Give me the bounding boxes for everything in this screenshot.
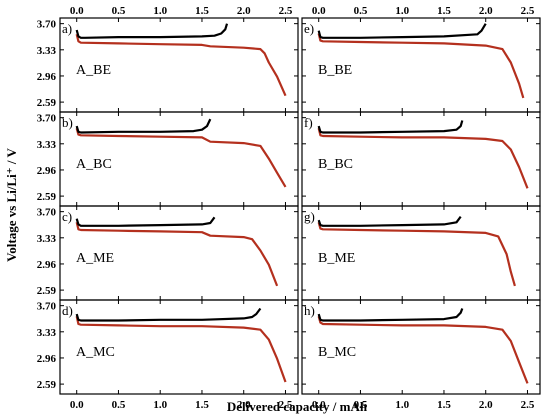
x-tick-label: 2.0 [237,399,251,411]
y-tick-label: 3.33 [37,233,57,245]
x-tick-label-top: 2.5 [279,5,293,17]
discharge-curve [75,222,279,287]
y-tick-label: 2.59 [37,285,57,297]
discharge-curve [317,33,525,99]
charge-curve [75,216,216,227]
y-tick-label: 3.33 [37,327,57,339]
x-tick-label: 2.0 [479,399,493,411]
y-tick-label: 3.70 [37,19,57,31]
panel-name: B_BE [318,63,352,78]
panel-B_BE: 0.0 0.5 1.0 1.5 2.0 2.5 e) B_BE [301,5,541,113]
panel-A_BE: 0.0 0.5 1.0 1.5 2.0 2.5 2.59 2.96 3.33 3.70 a) A_BE [37,5,299,113]
panel-B_BC: f) B_BC [301,111,541,207]
charge-curve [317,215,462,227]
charge-curve [75,307,262,322]
y-tick-label: 3.70 [37,207,57,219]
y-tick-label: 2.96 [37,259,57,271]
x-tick-label-top: 1.0 [395,5,409,17]
x-tick-label-top: 2.5 [521,5,535,17]
x-tick-label-top: 0.0 [70,5,84,17]
x-tick-label: 2.5 [279,399,293,411]
x-tick-label: 0.5 [354,399,368,411]
panel-letter: d) [62,303,73,318]
y-axis-title: Voltage vs Li/Li⁺ / V [4,148,19,262]
x-tick-label-top: 1.5 [195,5,209,17]
y-tick-label: 2.59 [37,379,57,391]
discharge-curve [317,128,529,189]
x-tick-label-top: 2.0 [479,5,493,17]
discharge-curve [317,222,516,287]
panel-letter: b) [62,115,73,130]
panel-frame [59,299,299,395]
panel-grid: 0.0 0.5 1.0 1.5 2.0 2.5 2.59 2.96 3.33 3.70 a) A_BE… [37,5,541,411]
panel-frame [301,299,541,395]
x-tick-label-top: 0.5 [354,5,368,17]
panel-name: A_BC [76,157,112,172]
x-tick-label: 0.5 [112,399,126,411]
y-tick-label: 2.96 [37,165,57,177]
panel-letter: h) [304,303,315,318]
x-tick-label-top: 2.0 [237,5,251,17]
y-tick-label: 2.59 [37,191,57,203]
x-tick-label: 2.5 [521,399,535,411]
panel-B_MC: 0.0 0.5 1.0 1.5 2.0 2.5 h) B_MC [301,299,541,411]
panel-letter: g) [304,209,315,224]
panel-letter: f) [304,115,313,130]
charge-curve [75,23,229,39]
panel-letter: e) [304,21,314,36]
x-tick-label-top: 0.5 [112,5,126,17]
panel-name: A_MC [76,345,115,360]
panel-A_BC: 2.59 2.96 3.33 3.70 b) A_BC [37,111,299,207]
charge-curve [75,118,212,134]
panel-name: B_MC [318,345,356,360]
panel-name: B_ME [318,251,355,266]
x-tick-label-top: 0.0 [312,5,326,17]
y-tick-label: 2.96 [37,353,57,365]
charge-curve [317,308,464,322]
y-tick-label: 3.33 [37,45,57,57]
x-tick-label: 1.5 [437,399,451,411]
discharge-curve [75,128,287,188]
panel-name: B_BC [318,157,353,172]
y-tick-label: 3.70 [37,113,57,125]
x-tick-label-top: 1.5 [437,5,451,17]
discharge-curve [75,316,287,383]
x-axis-title: Delivered capacity / mAh [227,399,368,414]
panel-A_ME: 2.59 2.96 3.33 3.70 c) A_ME [37,205,299,301]
discharge-curve [317,316,529,384]
panel-A_MC: 0.0 0.5 1.0 1.5 2.0 2.5 2.59 2.96 3.33 3.70 d) A_MC [37,299,299,411]
discharge-curve [75,34,287,97]
x-tick-label-top: 1.0 [153,5,167,17]
charge-curve [317,23,487,39]
panel-name: A_ME [76,251,114,266]
x-tick-label: 1.0 [153,399,167,411]
y-tick-label: 2.59 [37,97,57,109]
charge-curve [317,120,464,134]
panel-letter: c) [62,209,72,224]
panel-name: A_BE [76,63,111,78]
y-tick-label: 3.70 [37,301,57,313]
y-tick-label: 3.33 [37,139,57,151]
x-tick-label: 1.5 [195,399,209,411]
x-tick-label: 0.0 [312,399,326,411]
y-tick-label: 2.96 [37,71,57,83]
panel-letter: a) [62,21,72,36]
x-tick-label: 0.0 [70,399,84,411]
x-tick-label: 1.0 [395,399,409,411]
panel-B_ME: g) B_ME [301,205,541,301]
